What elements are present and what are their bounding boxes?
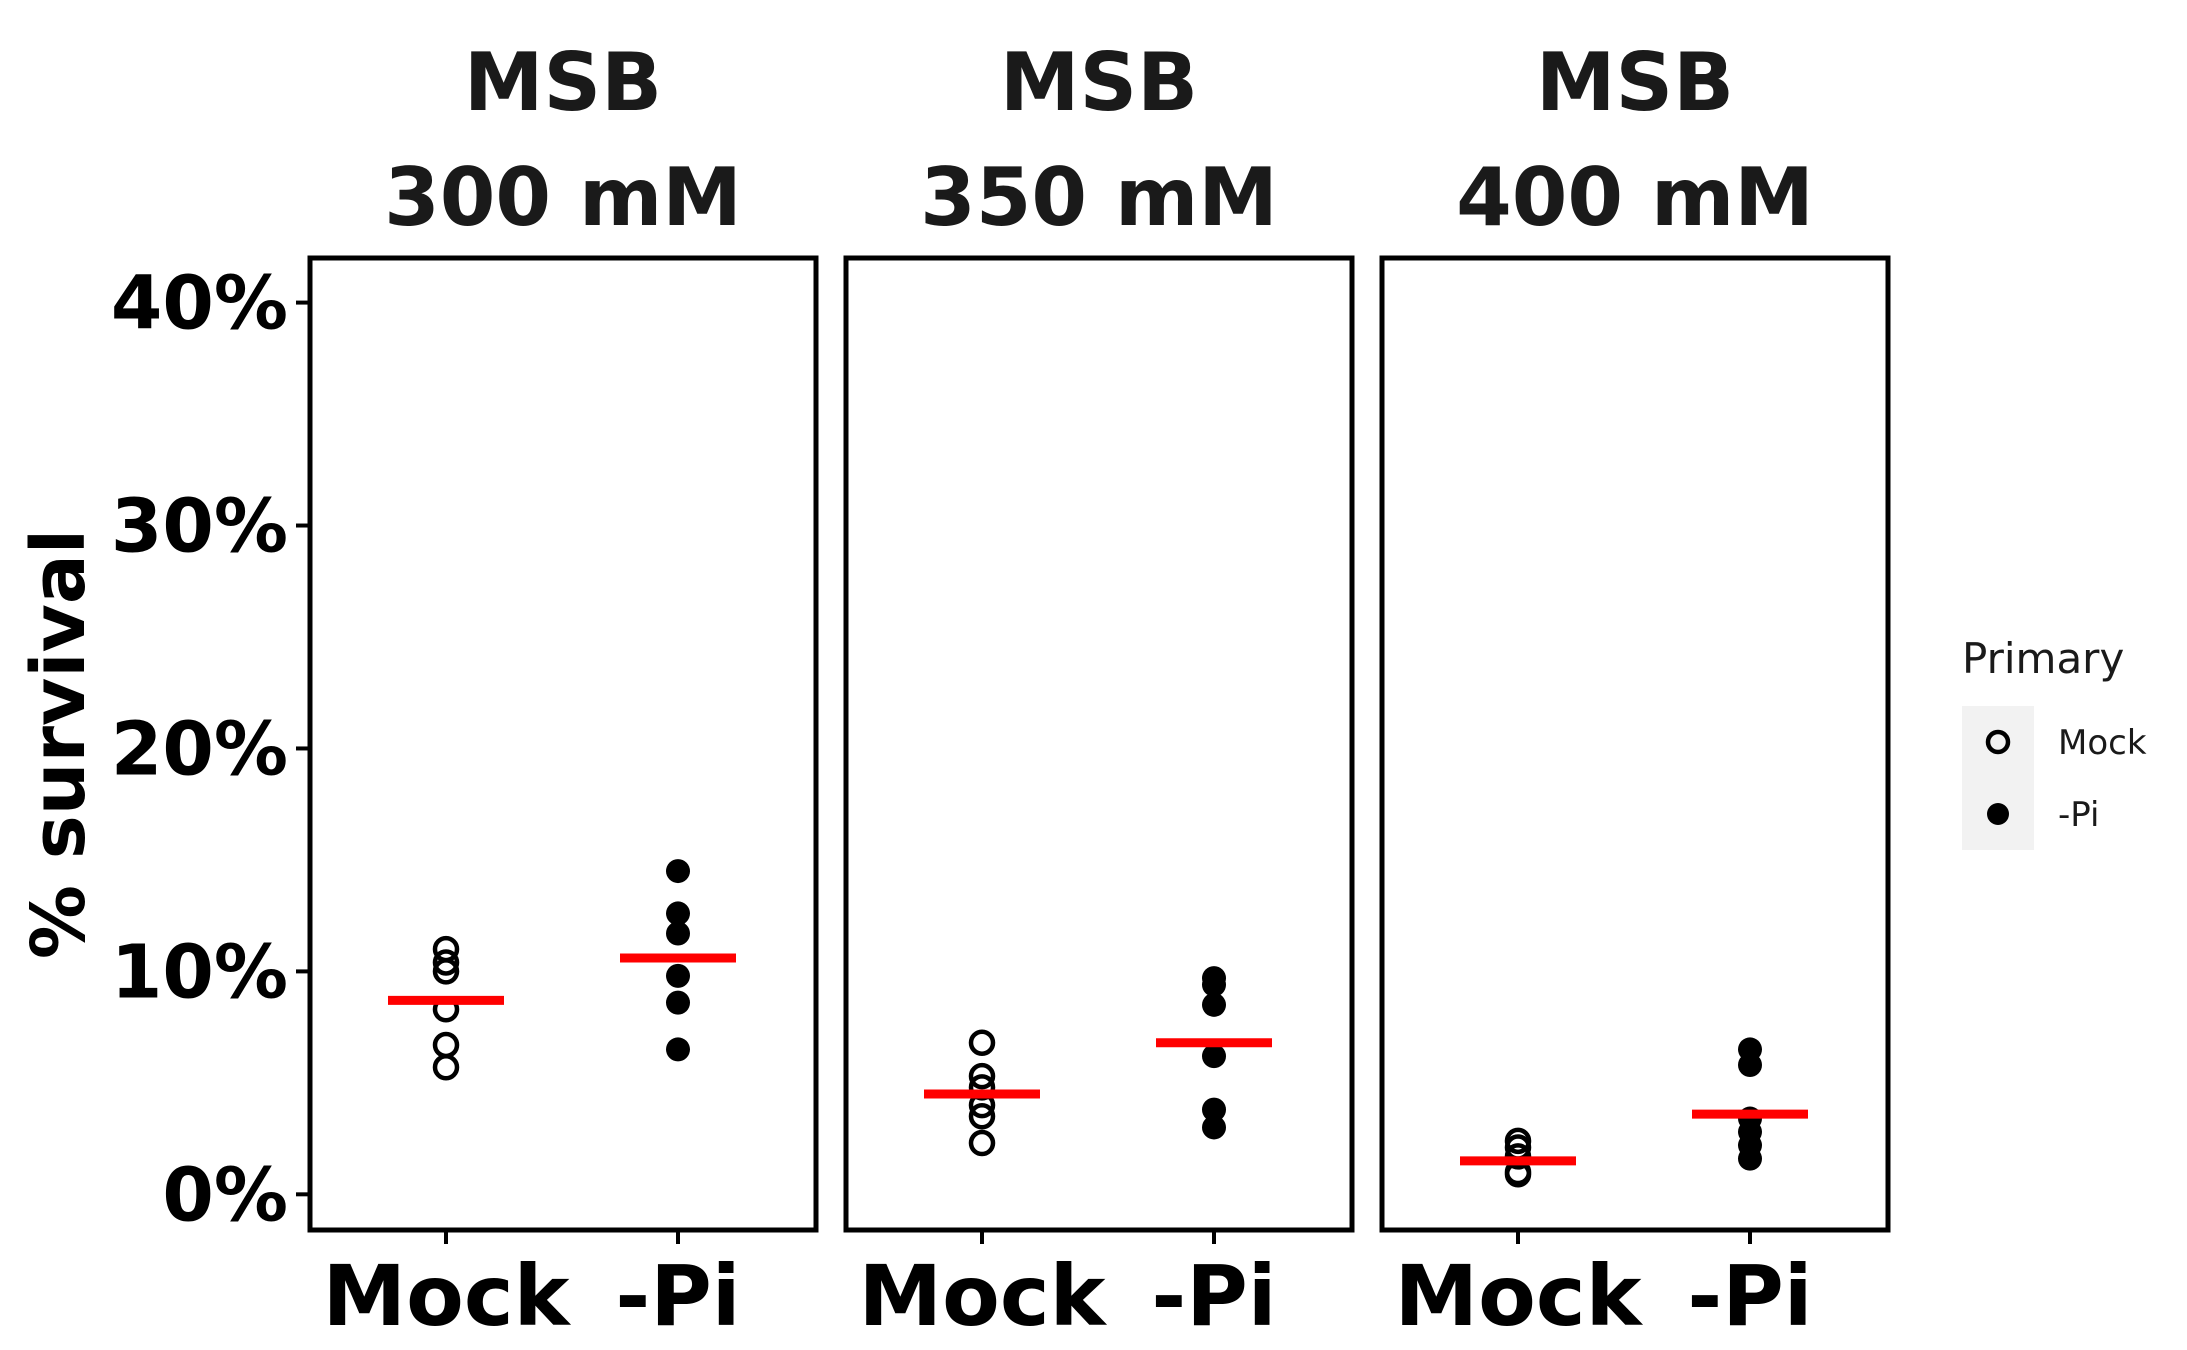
panel-border [843, 255, 1355, 1233]
y-tick-label: 10% [111, 929, 288, 1015]
data-point-pi [666, 859, 690, 884]
panel-strip-label: MSB [1000, 36, 1198, 129]
legend-item-label: Mock [2058, 723, 2147, 763]
data-point-mock [432, 1054, 460, 1081]
panel-strip-label: 400 mM [1456, 151, 1814, 244]
legend-key-filled-circle [1987, 803, 2009, 825]
data-point-pi [1202, 966, 1226, 991]
data-point-pi [666, 990, 690, 1015]
data-point-pi [666, 901, 690, 926]
panel-strip-label: MSB [464, 36, 662, 129]
panel-strip-label: 350 mM [920, 151, 1278, 244]
x-tick-label: -Pi [615, 1247, 740, 1345]
data-point-pi [1202, 1115, 1226, 1140]
data-point-pi [1202, 1044, 1226, 1069]
y-axis-label: % survival [16, 529, 102, 959]
legend-key-background [1962, 706, 2034, 850]
data-point-mock [1504, 1127, 1532, 1155]
y-tick-label: 0% [162, 1152, 288, 1238]
data-point-mock [968, 1129, 996, 1157]
data-point-pi [1202, 1097, 1226, 1122]
data-point-pi [1202, 992, 1226, 1017]
x-tick-label: -Pi [1151, 1247, 1276, 1345]
x-tick-label: Mock [323, 1247, 572, 1345]
x-tick-label: Mock [1395, 1247, 1644, 1345]
panel-border [1379, 255, 1891, 1233]
data-point-pi [666, 1037, 690, 1062]
y-tick-label: 20% [111, 706, 288, 792]
data-point-mock [432, 949, 460, 976]
data-point-mock [968, 1062, 996, 1090]
data-point-pi [1738, 1037, 1762, 1062]
legend-title: Primary [1962, 634, 2124, 683]
data-point-mock [968, 1103, 996, 1130]
data-point-pi [666, 921, 690, 946]
panel-strip-label: 300 mM [384, 151, 742, 244]
data-point-mock [968, 1029, 996, 1056]
legend-key-open-circle [1985, 729, 2011, 755]
data-point-mock [432, 935, 460, 963]
y-tick-label: 40% [111, 261, 288, 347]
x-tick-label: -Pi [1687, 1247, 1812, 1345]
panel-border [307, 255, 819, 1233]
panel-strip-label: MSB [1536, 36, 1734, 129]
data-point-pi [666, 963, 690, 988]
legend-item-label: -Pi [2058, 795, 2099, 835]
x-tick-label: Mock [859, 1247, 1108, 1345]
data-point-mock [432, 1031, 460, 1059]
y-tick-label: 30% [111, 484, 288, 570]
